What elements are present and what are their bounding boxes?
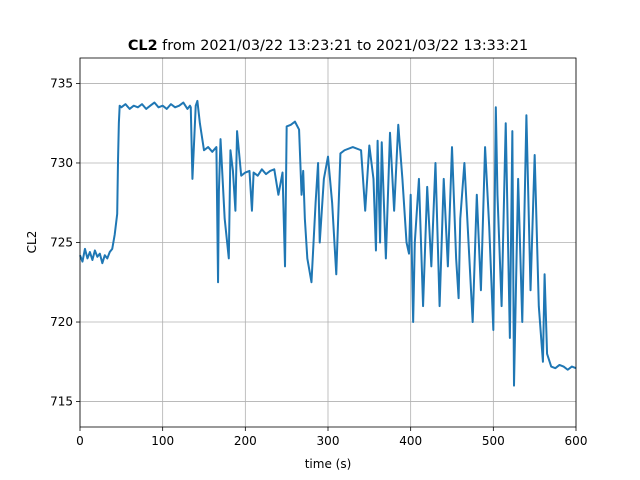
- chart-title: CL2 from 2021/03/22 13:23:21 to 2021/03/…: [128, 38, 528, 54]
- chart-title-rest: from 2021/03/22 13:23:21 to 2021/03/22 1…: [158, 38, 529, 54]
- x-tick-label: 400: [399, 434, 422, 448]
- y-tick-label: 735: [50, 76, 73, 90]
- x-tick-label: 500: [482, 434, 505, 448]
- y-tick-label: 725: [50, 236, 73, 250]
- x-tick-label: 0: [76, 434, 84, 448]
- chart-title-bold: CL2: [128, 38, 158, 54]
- x-tick-label: 100: [151, 434, 174, 448]
- series-layer: [79, 99, 577, 387]
- y-tick-label: 715: [50, 395, 73, 409]
- series-line-0: [79, 99, 577, 387]
- y-axis-label: CL2: [25, 231, 39, 254]
- x-axis-label: time (s): [305, 457, 352, 471]
- y-tick-label: 720: [50, 315, 73, 329]
- x-tick-label: 200: [234, 434, 257, 448]
- axes: 0 100 200 300 400 500 600 715 720 725 730 735: [50, 57, 588, 448]
- x-tick-label: 600: [565, 434, 588, 448]
- x-tick-label: 300: [317, 434, 340, 448]
- y-tick-label: 730: [50, 156, 73, 170]
